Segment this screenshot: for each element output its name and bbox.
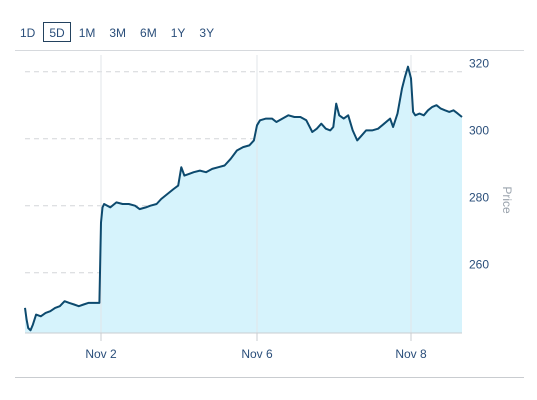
y-tick-label: 300 (469, 124, 489, 138)
price-line (24, 65, 463, 332)
range-selector: 1D 5D 1M 3M 6M 1Y 3Y (14, 21, 222, 43)
chart-bottom-divider (15, 377, 524, 378)
x-tick-label: Nov 8 (395, 347, 427, 361)
y-axis-label: Price (500, 186, 514, 214)
range-5d-button[interactable]: 5D (43, 22, 71, 42)
chart-top-divider (15, 50, 524, 51)
range-3y-button[interactable]: 3Y (199, 26, 215, 40)
y-tick-label: 280 (469, 191, 489, 205)
x-axis-ticks: Nov 2 Nov 6 Nov 8 (85, 333, 427, 361)
y-axis-ticks: 260 280 300 320 (469, 57, 489, 272)
range-1y-button[interactable]: 1Y (170, 26, 186, 40)
y-tick-label: 320 (469, 57, 489, 71)
y-tick-label: 260 (469, 258, 489, 272)
range-1m-button[interactable]: 1M (78, 26, 96, 40)
x-tick-label: Nov 6 (241, 347, 273, 361)
range-6m-button[interactable]: 6M (140, 26, 157, 40)
x-tick-label: Nov 2 (85, 347, 117, 361)
range-1d-button[interactable]: 1D (20, 26, 36, 40)
x-grid-lines (100, 55, 412, 333)
range-3m-button[interactable]: 3M (109, 26, 127, 40)
price-area-fill (25, 66, 462, 333)
